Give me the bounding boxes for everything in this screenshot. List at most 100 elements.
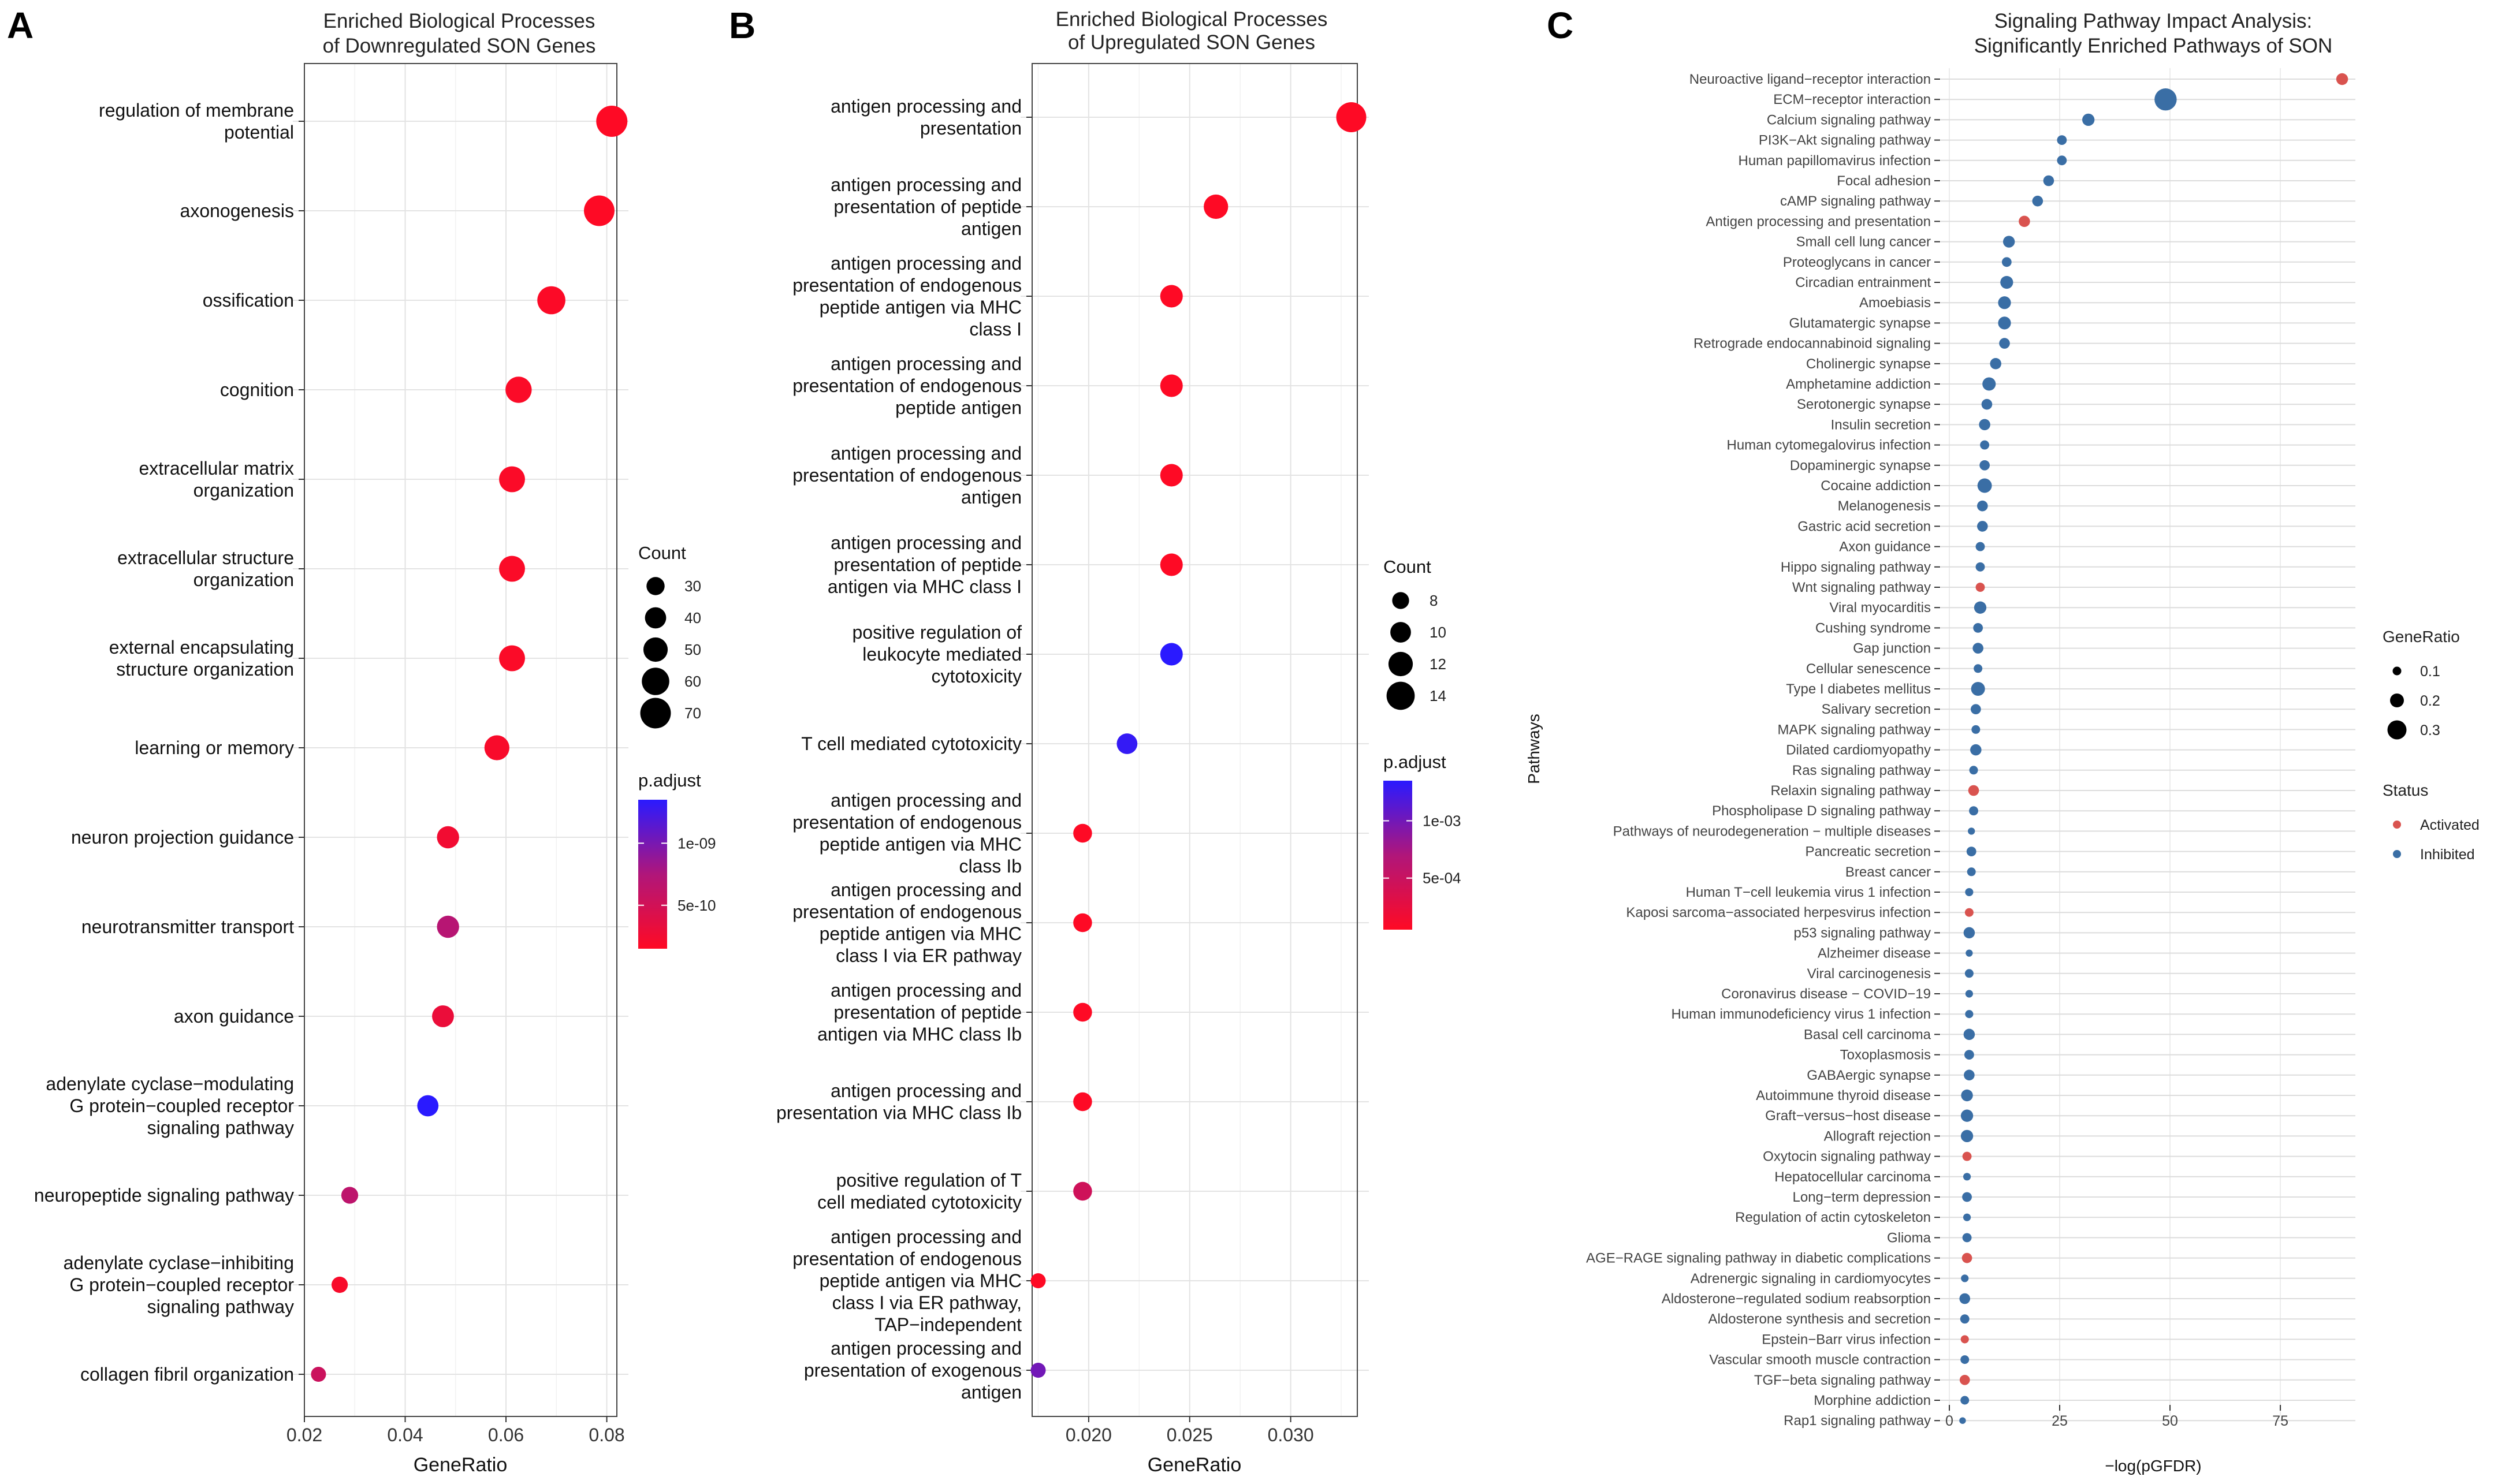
c-point xyxy=(1975,583,1985,592)
c-point xyxy=(1974,664,1983,673)
c-point xyxy=(1970,744,1982,756)
b-point xyxy=(1160,464,1183,487)
a-x-tick-label: 0.04 xyxy=(387,1425,423,1445)
c-pathway-label: Retrograde endocannabinoid signaling xyxy=(1693,336,1931,352)
a-size-legend-dot xyxy=(642,668,669,695)
c-pathway-label: Circadian entrainment xyxy=(1795,275,1931,290)
c-point xyxy=(2019,215,2030,228)
c-pathway-label: Type I diabetes mellitus xyxy=(1786,681,1931,697)
c-pathway-label: Glutamatergic synapse xyxy=(1789,315,1931,331)
a-term-label: organization xyxy=(193,569,294,590)
a-size-legend-dot xyxy=(643,637,668,662)
b-term-label: antigen xyxy=(961,218,1022,239)
panel-b-x-axis-title: GeneRatio xyxy=(1148,1454,1242,1476)
c-point xyxy=(1974,601,1987,614)
a-x-tick-label: 0.06 xyxy=(488,1425,524,1445)
b-term-label: presentation of endogenous xyxy=(792,901,1022,922)
panel-c: C Signaling Pathway Impact Analysis: Sig… xyxy=(1525,5,2480,1475)
b-point xyxy=(1073,1002,1092,1022)
c-pathway-label: Pancreatic secretion xyxy=(1806,844,1931,860)
b-color-tick-label: 5e-04 xyxy=(1423,870,1461,887)
b-color-tick-label: 1e-03 xyxy=(1423,812,1461,829)
a-point xyxy=(311,1367,326,1382)
c-point xyxy=(1967,867,1976,877)
a-point xyxy=(437,915,459,938)
a-term-label: neurotransmitter transport xyxy=(81,916,294,937)
b-point xyxy=(1073,913,1092,933)
b-term-label: presentation via MHC class Ib xyxy=(776,1102,1022,1123)
b-term-label: T cell mediated cytotoxicity xyxy=(801,733,1022,754)
c-point xyxy=(1980,440,1990,450)
b-term-label: positive regulation of xyxy=(852,622,1022,643)
c-point xyxy=(1981,398,1993,410)
b-term-label: presentation of peptide xyxy=(833,1002,1022,1023)
panel-c-status-legend-title: Status xyxy=(2383,781,2428,799)
a-point xyxy=(499,466,525,493)
panel-a-x-tick-labels: 0.02 0.04 0.06 0.08 xyxy=(286,1416,625,1445)
c-point xyxy=(1977,521,1988,532)
panel-a-size-legend: 30 40 50 60 70 xyxy=(640,577,701,729)
panel-c-x-axis-title: −log(pGFDR) xyxy=(2105,1457,2201,1475)
b-term-label: presentation of endogenous xyxy=(792,465,1022,486)
a-term-label: learning or memory xyxy=(135,737,294,758)
c-pathway-label: Adrenergic signaling in cardiomyocytes xyxy=(1691,1271,1931,1287)
c-pathway-label: Viral carcinogenesis xyxy=(1807,966,1931,982)
panel-b: B Enriched Biological Processes of Upreg… xyxy=(729,5,1461,1476)
b-term-label: antigen processing and xyxy=(831,532,1022,553)
panel-b-size-legend-title: Count xyxy=(1383,557,1431,577)
c-pathway-label: Focal adhesion xyxy=(1837,173,1931,189)
b-x-tick-label: 0.025 xyxy=(1167,1425,1213,1445)
c-pathway-label: Amoebiasis xyxy=(1859,295,1931,311)
b-term-label: antigen processing and xyxy=(831,1338,1022,1359)
c-point xyxy=(1977,478,1992,493)
a-x-tick-label: 0.08 xyxy=(589,1425,624,1445)
panel-b-plot-frame xyxy=(1032,63,1358,1417)
panel-a-points xyxy=(311,106,628,1382)
b-size-legend-label: 14 xyxy=(1430,687,1446,704)
c-pathway-label: Kaposi sarcoma−associated herpesvirus in… xyxy=(1626,905,1931,920)
b-term-label: positive regulation of T xyxy=(836,1170,1022,1191)
c-point xyxy=(2057,155,2067,166)
c-point xyxy=(1977,500,1988,512)
b-term-label: class I via ER pathway, xyxy=(832,1292,1022,1313)
b-term-label: antigen processing and xyxy=(831,96,1022,117)
b-term-label: antigen processing and xyxy=(831,980,1022,1001)
c-point xyxy=(1971,725,1981,734)
c-point xyxy=(1962,1151,1972,1161)
b-point xyxy=(1030,1363,1046,1378)
c-point xyxy=(1990,358,2001,370)
c-status-legend-dot xyxy=(2393,850,2401,858)
c-pathway-label: Phospholipase D signaling pathway xyxy=(1712,803,1931,819)
b-term-label: TAP−independent xyxy=(874,1314,1022,1335)
b-term-label: presentation of peptide xyxy=(833,196,1022,217)
b-term-label: antigen processing and xyxy=(831,253,1022,274)
panel-a-x-axis-title: GeneRatio xyxy=(414,1454,508,1476)
c-status-legend-dot xyxy=(2393,821,2401,829)
b-point xyxy=(1336,102,1367,132)
c-pathway-label: Long−term depression xyxy=(1793,1190,1931,1205)
a-term-label: neuropeptide signaling pathway xyxy=(34,1185,294,1206)
c-point xyxy=(1964,969,1974,978)
b-term-label: antigen processing and xyxy=(831,174,1022,195)
c-point xyxy=(2082,113,2095,126)
c-pathway-label: PI3K−Akt signaling pathway xyxy=(1759,133,1931,148)
panel-c-size-legend: 0.1 0.2 0.3 xyxy=(2387,663,2440,740)
c-pathway-label: Salivary secretion xyxy=(1822,702,1931,717)
a-term-label: neuron projection guidance xyxy=(71,827,294,848)
c-point xyxy=(1963,1173,1971,1181)
c-pathway-label: Human papillomavirus infection xyxy=(1739,153,1931,169)
b-term-label: presentation xyxy=(920,118,1022,139)
c-pathway-label: MAPK signaling pathway xyxy=(1778,722,1931,737)
c-point xyxy=(1965,990,1973,998)
c-pathway-label: Cocaine addiction xyxy=(1821,478,1931,494)
c-point xyxy=(1982,377,1996,391)
a-point xyxy=(437,826,459,849)
c-pathway-label: Serotonergic synapse xyxy=(1797,397,1931,412)
c-point xyxy=(1979,460,1990,471)
b-point xyxy=(1030,1273,1046,1288)
c-point xyxy=(1960,1355,1970,1364)
a-size-legend-dot xyxy=(645,607,667,629)
c-point xyxy=(2002,236,2015,248)
c-pathway-label: Viral myocarditis xyxy=(1829,600,1931,616)
c-x-tick-label: 0 xyxy=(1945,1413,1953,1429)
